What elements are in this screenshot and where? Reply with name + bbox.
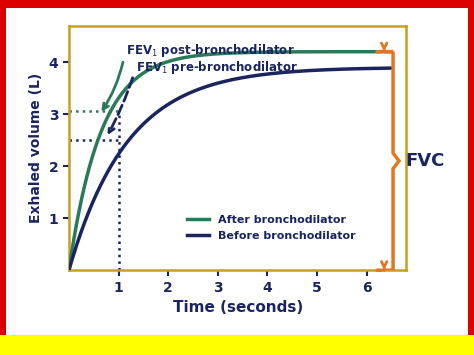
Y-axis label: Exhaled volume (L): Exhaled volume (L) [29,73,43,223]
Text: FVC: FVC [405,152,445,170]
Legend: After bronchodilator, Before bronchodilator: After bronchodilator, Before bronchodila… [183,211,360,245]
X-axis label: Time (seconds): Time (seconds) [173,300,303,315]
Text: FEV$_1$ post-bronchodilator: FEV$_1$ post-bronchodilator [126,42,295,59]
Text: FEV$_1$ pre-bronchodilator: FEV$_1$ pre-bronchodilator [136,59,298,76]
